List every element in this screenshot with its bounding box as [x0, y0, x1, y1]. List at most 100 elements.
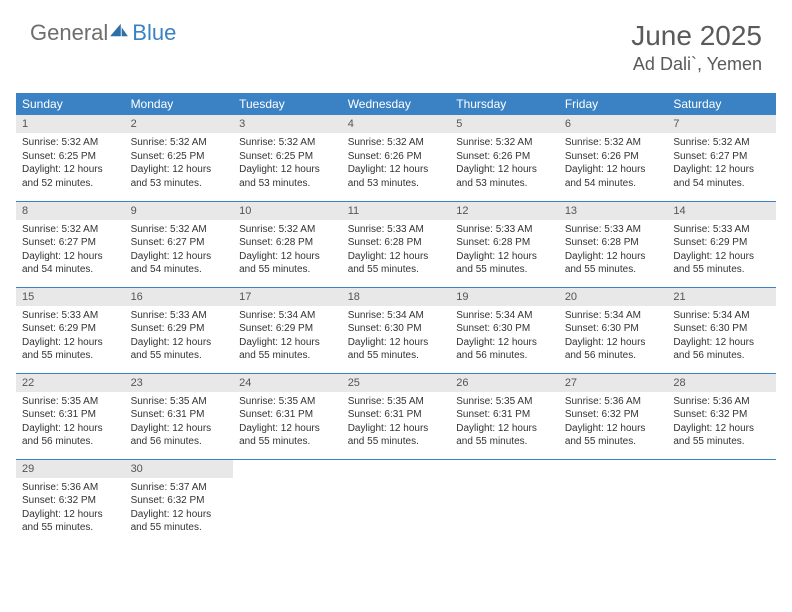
- sunrise-line: Sunrise: 5:32 AM: [348, 136, 445, 150]
- calendar-cell: 8Sunrise: 5:32 AMSunset: 6:27 PMDaylight…: [16, 201, 125, 287]
- calendar-cell: 10Sunrise: 5:32 AMSunset: 6:28 PMDayligh…: [233, 201, 342, 287]
- sunrise-line: Sunrise: 5:34 AM: [456, 309, 553, 323]
- daylight-line: Daylight: 12 hours and 55 minutes.: [348, 336, 445, 363]
- sunset-line: Sunset: 6:30 PM: [456, 322, 553, 336]
- calendar-cell: 11Sunrise: 5:33 AMSunset: 6:28 PMDayligh…: [342, 201, 451, 287]
- weekday-header: Friday: [559, 93, 668, 115]
- calendar-cell: 27Sunrise: 5:36 AMSunset: 6:32 PMDayligh…: [559, 373, 668, 459]
- calendar-cell: 14Sunrise: 5:33 AMSunset: 6:29 PMDayligh…: [667, 201, 776, 287]
- day-number: 27: [559, 374, 668, 392]
- sunrise-line: Sunrise: 5:32 AM: [456, 136, 553, 150]
- sunrise-line: Sunrise: 5:34 AM: [348, 309, 445, 323]
- daylight-line: Daylight: 12 hours and 55 minutes.: [131, 508, 228, 535]
- daylight-line: Daylight: 12 hours and 55 minutes.: [565, 250, 662, 277]
- day-body: Sunrise: 5:33 AMSunset: 6:28 PMDaylight:…: [559, 220, 668, 280]
- sunset-line: Sunset: 6:30 PM: [673, 322, 770, 336]
- day-body: Sunrise: 5:35 AMSunset: 6:31 PMDaylight:…: [233, 392, 342, 452]
- calendar-row: 29Sunrise: 5:36 AMSunset: 6:32 PMDayligh…: [16, 459, 776, 545]
- daylight-line: Daylight: 12 hours and 55 minutes.: [348, 422, 445, 449]
- day-body: Sunrise: 5:33 AMSunset: 6:29 PMDaylight:…: [125, 306, 234, 366]
- sunrise-line: Sunrise: 5:32 AM: [22, 223, 119, 237]
- daylight-line: Daylight: 12 hours and 55 minutes.: [673, 250, 770, 277]
- day-body: Sunrise: 5:32 AMSunset: 6:25 PMDaylight:…: [233, 133, 342, 193]
- day-number: 8: [16, 202, 125, 220]
- calendar-cell: [233, 459, 342, 545]
- sunrise-line: Sunrise: 5:33 AM: [131, 309, 228, 323]
- calendar-cell: 29Sunrise: 5:36 AMSunset: 6:32 PMDayligh…: [16, 459, 125, 545]
- day-number: 9: [125, 202, 234, 220]
- sunset-line: Sunset: 6:29 PM: [131, 322, 228, 336]
- sunrise-line: Sunrise: 5:36 AM: [565, 395, 662, 409]
- day-body: Sunrise: 5:35 AMSunset: 6:31 PMDaylight:…: [125, 392, 234, 452]
- logo-text-blue: Blue: [132, 20, 176, 46]
- sunset-line: Sunset: 6:31 PM: [239, 408, 336, 422]
- logo-sail-icon: [108, 22, 130, 38]
- daylight-line: Daylight: 12 hours and 55 minutes.: [673, 422, 770, 449]
- daylight-line: Daylight: 12 hours and 55 minutes.: [456, 250, 553, 277]
- day-body: Sunrise: 5:33 AMSunset: 6:28 PMDaylight:…: [450, 220, 559, 280]
- sunrise-line: Sunrise: 5:33 AM: [565, 223, 662, 237]
- daylight-line: Daylight: 12 hours and 55 minutes.: [348, 250, 445, 277]
- sunset-line: Sunset: 6:25 PM: [22, 150, 119, 164]
- sunset-line: Sunset: 6:31 PM: [22, 408, 119, 422]
- daylight-line: Daylight: 12 hours and 54 minutes.: [131, 250, 228, 277]
- sunrise-line: Sunrise: 5:35 AM: [456, 395, 553, 409]
- day-body: Sunrise: 5:34 AMSunset: 6:30 PMDaylight:…: [667, 306, 776, 366]
- calendar-cell: 7Sunrise: 5:32 AMSunset: 6:27 PMDaylight…: [667, 115, 776, 201]
- sunset-line: Sunset: 6:32 PM: [673, 408, 770, 422]
- day-number: 4: [342, 115, 451, 133]
- sunrise-line: Sunrise: 5:32 AM: [673, 136, 770, 150]
- sunset-line: Sunset: 6:30 PM: [348, 322, 445, 336]
- daylight-line: Daylight: 12 hours and 53 minutes.: [131, 163, 228, 190]
- sunrise-line: Sunrise: 5:33 AM: [456, 223, 553, 237]
- day-body: Sunrise: 5:35 AMSunset: 6:31 PMDaylight:…: [16, 392, 125, 452]
- sunrise-line: Sunrise: 5:32 AM: [22, 136, 119, 150]
- calendar-cell: 5Sunrise: 5:32 AMSunset: 6:26 PMDaylight…: [450, 115, 559, 201]
- daylight-line: Daylight: 12 hours and 53 minutes.: [348, 163, 445, 190]
- daylight-line: Daylight: 12 hours and 55 minutes.: [565, 422, 662, 449]
- sunset-line: Sunset: 6:28 PM: [456, 236, 553, 250]
- day-number: 29: [16, 460, 125, 478]
- day-body: Sunrise: 5:35 AMSunset: 6:31 PMDaylight:…: [450, 392, 559, 452]
- calendar-cell: 3Sunrise: 5:32 AMSunset: 6:25 PMDaylight…: [233, 115, 342, 201]
- calendar-cell: 13Sunrise: 5:33 AMSunset: 6:28 PMDayligh…: [559, 201, 668, 287]
- sunrise-line: Sunrise: 5:35 AM: [131, 395, 228, 409]
- sunset-line: Sunset: 6:28 PM: [348, 236, 445, 250]
- day-body: Sunrise: 5:34 AMSunset: 6:30 PMDaylight:…: [559, 306, 668, 366]
- calendar-cell: 18Sunrise: 5:34 AMSunset: 6:30 PMDayligh…: [342, 287, 451, 373]
- calendar-row: 8Sunrise: 5:32 AMSunset: 6:27 PMDaylight…: [16, 201, 776, 287]
- sunset-line: Sunset: 6:27 PM: [22, 236, 119, 250]
- day-body: Sunrise: 5:36 AMSunset: 6:32 PMDaylight:…: [16, 478, 125, 538]
- calendar-table: Sunday Monday Tuesday Wednesday Thursday…: [16, 93, 776, 545]
- weekday-header: Tuesday: [233, 93, 342, 115]
- sunset-line: Sunset: 6:28 PM: [565, 236, 662, 250]
- calendar-cell: 9Sunrise: 5:32 AMSunset: 6:27 PMDaylight…: [125, 201, 234, 287]
- calendar-cell: 28Sunrise: 5:36 AMSunset: 6:32 PMDayligh…: [667, 373, 776, 459]
- daylight-line: Daylight: 12 hours and 56 minutes.: [673, 336, 770, 363]
- daylight-line: Daylight: 12 hours and 54 minutes.: [673, 163, 770, 190]
- sunrise-line: Sunrise: 5:35 AM: [239, 395, 336, 409]
- calendar-cell: 15Sunrise: 5:33 AMSunset: 6:29 PMDayligh…: [16, 287, 125, 373]
- daylight-line: Daylight: 12 hours and 55 minutes.: [239, 250, 336, 277]
- day-number: 13: [559, 202, 668, 220]
- calendar-cell: 24Sunrise: 5:35 AMSunset: 6:31 PMDayligh…: [233, 373, 342, 459]
- calendar-cell: 21Sunrise: 5:34 AMSunset: 6:30 PMDayligh…: [667, 287, 776, 373]
- day-number: 6: [559, 115, 668, 133]
- sunset-line: Sunset: 6:25 PM: [239, 150, 336, 164]
- day-number: 5: [450, 115, 559, 133]
- day-body: Sunrise: 5:32 AMSunset: 6:27 PMDaylight:…: [16, 220, 125, 280]
- daylight-line: Daylight: 12 hours and 55 minutes.: [22, 336, 119, 363]
- weekday-header: Wednesday: [342, 93, 451, 115]
- calendar-cell: 17Sunrise: 5:34 AMSunset: 6:29 PMDayligh…: [233, 287, 342, 373]
- sunset-line: Sunset: 6:32 PM: [131, 494, 228, 508]
- daylight-line: Daylight: 12 hours and 56 minutes.: [22, 422, 119, 449]
- day-body: Sunrise: 5:34 AMSunset: 6:29 PMDaylight:…: [233, 306, 342, 366]
- day-number: 16: [125, 288, 234, 306]
- calendar-row: 1Sunrise: 5:32 AMSunset: 6:25 PMDaylight…: [16, 115, 776, 201]
- day-number: 21: [667, 288, 776, 306]
- sunrise-line: Sunrise: 5:34 AM: [673, 309, 770, 323]
- calendar-cell: 30Sunrise: 5:37 AMSunset: 6:32 PMDayligh…: [125, 459, 234, 545]
- day-number: 11: [342, 202, 451, 220]
- logo: General Blue: [30, 20, 176, 46]
- day-number: 28: [667, 374, 776, 392]
